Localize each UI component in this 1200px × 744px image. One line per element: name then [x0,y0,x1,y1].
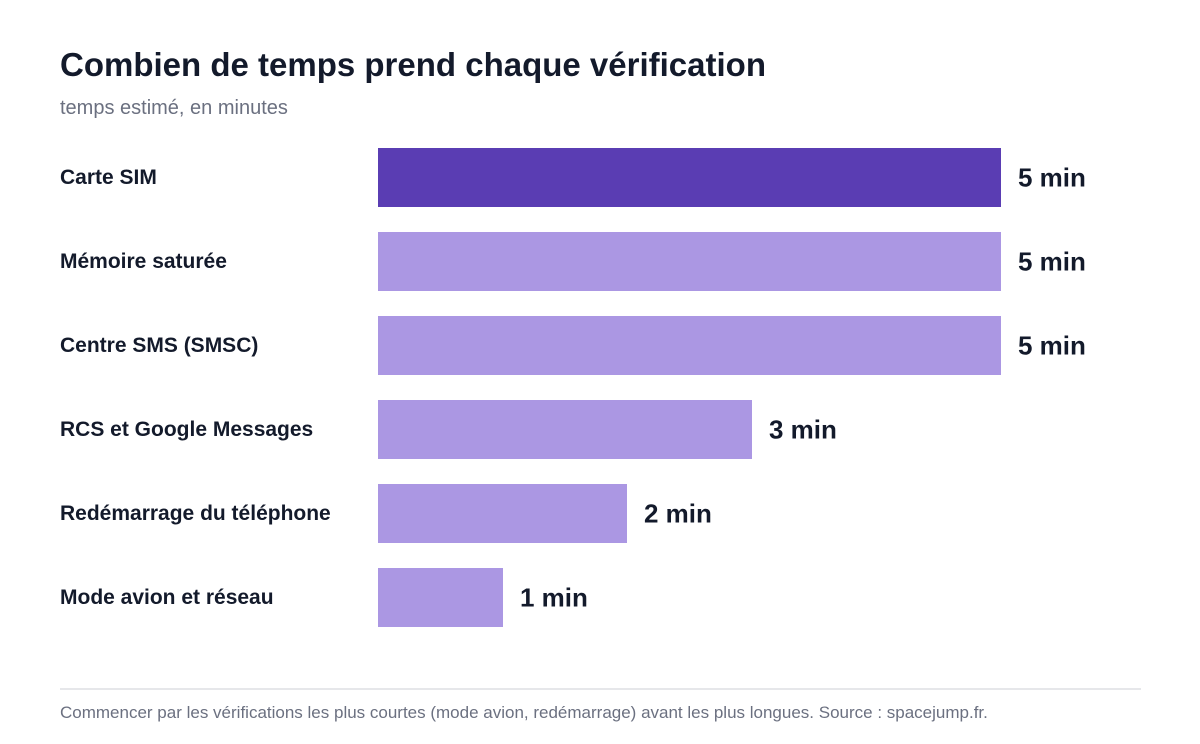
category-label: Centre SMS (SMSC) [60,334,258,357]
bar [378,484,627,543]
footer-note: Commencer par les vérifications les plus… [60,703,988,722]
category-label: Redémarrage du téléphone [60,502,331,525]
bar [378,400,752,459]
value-label: 5 min [1018,247,1086,277]
bar-row: Mode avion et réseau 1 min [60,568,588,627]
value-label: 3 min [769,415,837,445]
bar-row: Mémoire saturée 5 min [60,232,1086,291]
bar-row: Redémarrage du téléphone 2 min [60,484,712,543]
value-label: 2 min [644,499,712,529]
chart-title: Combien de temps prend chaque vérificati… [60,46,766,83]
value-label: 5 min [1018,163,1086,193]
bar [378,568,503,627]
bar [378,148,1001,207]
bar [378,232,1001,291]
bar-row: RCS et Google Messages 3 min [60,400,837,459]
category-label: Mode avion et réseau [60,586,274,609]
footer-divider [60,688,1141,690]
category-label: Carte SIM [60,166,157,189]
bar-row: Centre SMS (SMSC) 5 min [60,316,1086,375]
value-label: 5 min [1018,331,1086,361]
bar-row: Carte SIM 5 min [60,148,1086,207]
value-label: 1 min [520,583,588,613]
category-label: RCS et Google Messages [60,418,313,441]
bar [378,316,1001,375]
category-label: Mémoire saturée [60,250,227,273]
chart-subtitle: temps estimé, en minutes [60,97,288,119]
